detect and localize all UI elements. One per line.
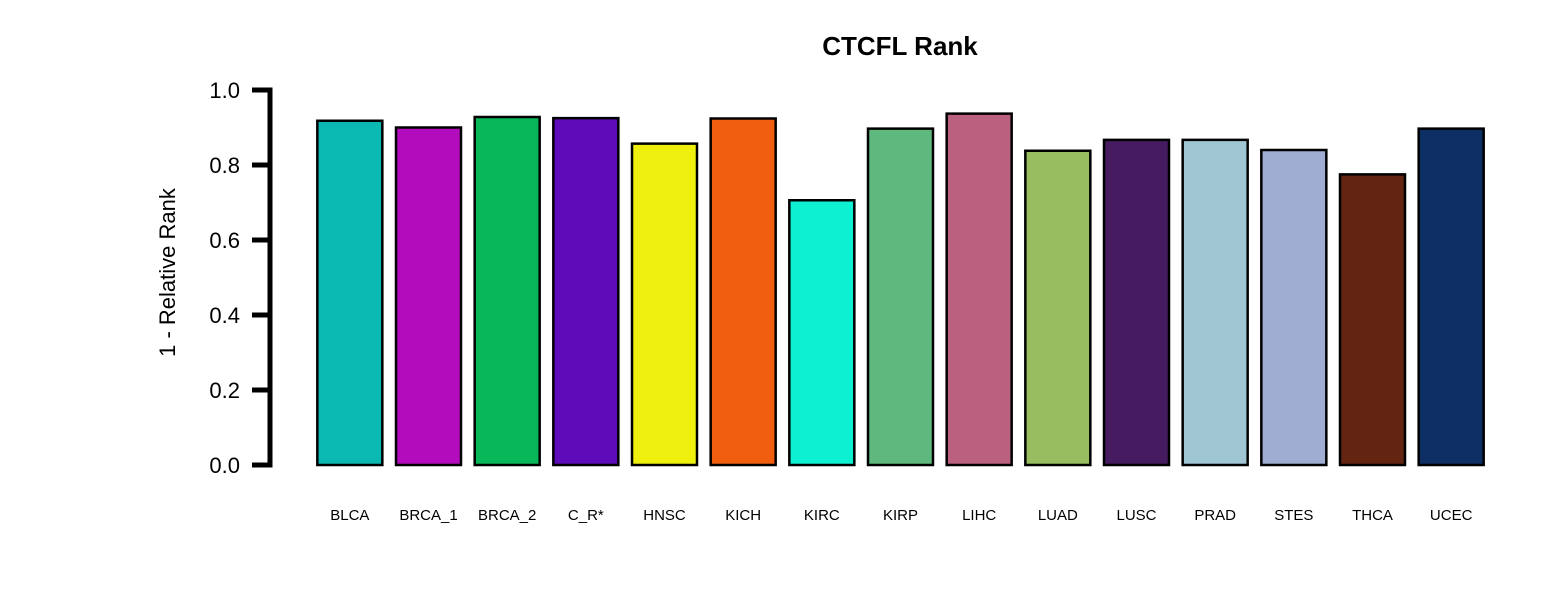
x-tick-label: BRCA_1: [399, 507, 457, 524]
bar-kirp: [866, 127, 935, 467]
x-tick-label: BLCA: [330, 507, 369, 524]
x-tick-label: HNSC: [643, 507, 686, 524]
bars-group: [316, 112, 1485, 467]
x-tick-labels: BLCA BRCA_1 BRCA_2 C_R* HNSC KICH KIRC KIRP LIHC…: [330, 507, 1472, 524]
x-tick-label: PRAD: [1194, 507, 1236, 524]
x-tick-label: LUAD: [1038, 507, 1078, 524]
chart-title: CTCFL Rank: [822, 31, 978, 61]
y-tick-label: 0.4: [209, 303, 240, 328]
y-axis: 0.0 0.2 0.4 0.6 0.8 1.0: [209, 78, 273, 478]
x-tick-label: KICH: [725, 507, 761, 524]
x-tick-label: THCA: [1352, 507, 1393, 524]
bar-ucec: [1417, 127, 1485, 467]
y-tick-label: 0.0: [209, 453, 240, 478]
bar-lihc: [945, 112, 1013, 467]
x-tick-label: LIHC: [962, 507, 996, 524]
bar-brca-1: [394, 126, 463, 467]
x-tick-label: KIRP: [883, 507, 918, 524]
bar-brca-2: [473, 115, 541, 467]
y-axis-label: 1 - Relative Rank: [155, 187, 180, 357]
y-tick-label: 0.2: [209, 378, 240, 403]
bar-prad: [1181, 138, 1249, 467]
x-tick-label: LUSC: [1116, 507, 1156, 524]
bar-luad: [1024, 149, 1092, 467]
bar-c-r: [552, 116, 620, 467]
y-tick-label: 1.0: [209, 78, 240, 103]
x-tick-label: C_R*: [568, 507, 604, 524]
bar-blca: [316, 119, 384, 467]
y-tick-label: 0.8: [209, 153, 240, 178]
bar-kich: [709, 117, 777, 467]
bar-lusc: [1102, 138, 1171, 467]
y-tick-label: 0.6: [209, 228, 240, 253]
x-tick-label: KIRC: [804, 507, 840, 524]
x-tick-label: BRCA_2: [478, 507, 536, 524]
bar-kirc: [788, 199, 856, 467]
bar-thca: [1338, 173, 1407, 467]
bar-stes: [1260, 148, 1328, 467]
bar-hnsc: [630, 142, 699, 467]
x-tick-label: STES: [1274, 507, 1313, 524]
x-tick-label: UCEC: [1430, 507, 1473, 524]
